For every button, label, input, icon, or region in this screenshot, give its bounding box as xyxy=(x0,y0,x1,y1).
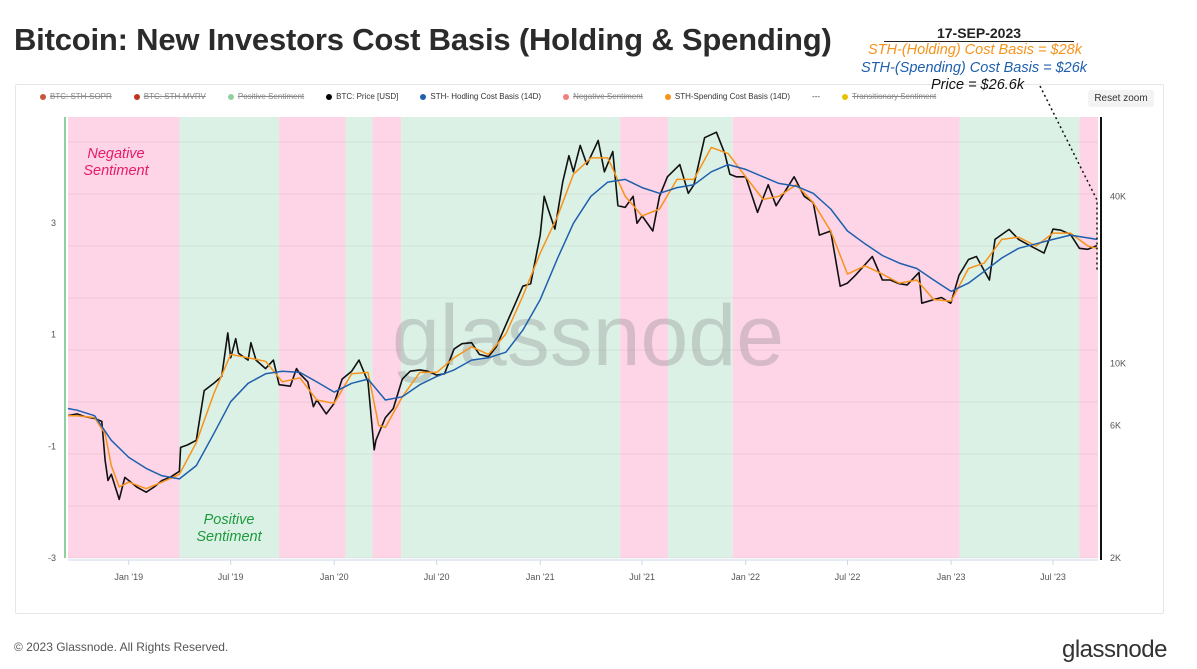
legend-label: Transitionary Sentiment xyxy=(852,92,937,101)
legend-item[interactable]: Negative Sentiment xyxy=(563,92,643,101)
negative-sentiment-label: Negative Sentiment xyxy=(83,146,149,179)
x-tick-label: Jan '22 xyxy=(731,572,760,582)
annotation-date: 17-SEP-2023 xyxy=(884,26,1074,42)
x-tick-label: Jul '21 xyxy=(629,572,655,582)
positive-sentiment-label: Positive Sentiment xyxy=(196,512,262,545)
sentiment-band-negative xyxy=(1079,117,1098,558)
x-tick-label: Jul '23 xyxy=(1040,572,1066,582)
x-tick-label: Jul '22 xyxy=(835,572,861,582)
legend-item[interactable]: BTC: STH-SOPR xyxy=(40,92,112,101)
sentiment-band-positive xyxy=(959,117,1080,558)
legend-item[interactable]: BTC: Price [USD] xyxy=(326,92,398,101)
sentiment-band-positive xyxy=(401,117,621,558)
sentiment-band-negative xyxy=(620,117,668,558)
chart-legend: BTC: STH-SOPR BTC: STH-MVRV Positive Senti… xyxy=(40,92,958,101)
y-right-tick-label: 6K xyxy=(1110,420,1121,430)
annotation-price: Price = $26.6k xyxy=(931,77,1025,93)
x-tick-label: Jul '20 xyxy=(424,572,450,582)
x-tick-label: Jul '19 xyxy=(218,572,244,582)
y-right-tick-label: 40K xyxy=(1110,191,1126,201)
legend-label: --- xyxy=(812,92,821,101)
annotation-pointer xyxy=(1039,85,1098,272)
legend-dot-icon xyxy=(133,93,140,100)
y-left-tick-label: 1 xyxy=(51,330,56,340)
legend-label: Negative Sentiment xyxy=(573,92,643,101)
legend-item[interactable]: Transitionary Sentiment xyxy=(842,92,936,101)
series-line-1 xyxy=(68,146,1098,490)
legend-label: BTC: STH-SOPR xyxy=(50,92,112,101)
page-title: Bitcoin: New Investors Cost Basis (Holdi… xyxy=(14,22,832,57)
copyright: © 2023 Glassnode. All Rights Reserved. xyxy=(14,640,229,654)
legend-dot-icon xyxy=(227,93,234,100)
sentiment-band-positive xyxy=(179,117,280,558)
y-left-tick-label: 3 xyxy=(51,218,56,228)
annotation-spending: STH-(Spending) Cost Basis = $26k xyxy=(861,60,1088,76)
legend-dot-icon xyxy=(420,93,427,100)
legend-dot-icon xyxy=(40,93,46,100)
legend-item[interactable]: Positive Sentiment xyxy=(227,92,305,101)
x-tick-label: Jan '23 xyxy=(937,572,966,582)
watermark: glassnode xyxy=(392,288,784,384)
legend-dot-icon xyxy=(842,93,849,100)
legend-item[interactable]: --- xyxy=(812,92,820,101)
legend-label: BTC: Price [USD] xyxy=(336,92,399,101)
x-tick-label: Jan '19 xyxy=(114,572,143,582)
sentiment-band-positive xyxy=(667,117,733,558)
legend-label: Positive Sentiment xyxy=(237,92,305,101)
y-left-tick-label: -3 xyxy=(48,553,56,563)
sentiment-band-positive xyxy=(345,117,373,558)
series-line-0 xyxy=(67,131,1098,501)
legend-dot-icon xyxy=(563,93,570,100)
y-right-tick-label: 10K xyxy=(1110,359,1126,369)
legend-item[interactable]: BTC: STH-MVRV xyxy=(133,92,206,101)
reset-zoom-button[interactable]: Reset zoom xyxy=(1088,90,1154,107)
legend-item[interactable]: STH- Hodling Cost Basis (14D) xyxy=(420,92,541,101)
series-line-2 xyxy=(67,163,1098,480)
legend-dot-icon xyxy=(326,93,333,100)
sentiment-band-negative xyxy=(68,117,180,558)
y-left-tick-label: -1 xyxy=(48,441,56,451)
sentiment-band-negative xyxy=(372,117,402,558)
glassnode-logo: glassnode xyxy=(1062,636,1167,663)
legend-dot-icon xyxy=(664,93,671,100)
annotation-holding: STH-(Holding) Cost Basis = $28k xyxy=(868,42,1082,58)
x-tick-label: Jan '20 xyxy=(320,572,349,582)
legend-label: STH-Spending Cost Basis (14D) xyxy=(674,92,791,101)
chart-card xyxy=(15,84,1164,614)
sentiment-band-negative xyxy=(279,117,346,558)
x-tick-label: Jan '21 xyxy=(526,572,555,582)
legend-label: BTC: STH-MVRV xyxy=(143,92,206,101)
y-right-tick-label: 2K xyxy=(1110,553,1121,563)
legend-label: STH- Hodling Cost Basis (14D) xyxy=(430,92,542,101)
legend-item[interactable]: STH-Spending Cost Basis (14D) xyxy=(664,92,791,101)
